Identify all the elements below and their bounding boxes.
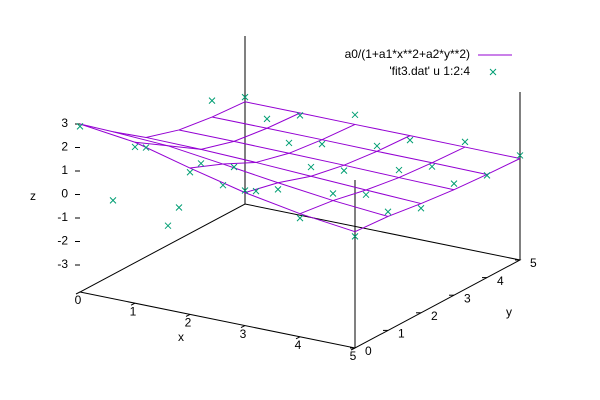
data-point: [296, 111, 304, 119]
y-tick-label: 0: [365, 344, 372, 358]
data-point: [516, 152, 524, 159]
surface-line: [211, 116, 488, 175]
z-tick-label: -3: [57, 257, 68, 271]
x-tick-label: 3: [240, 327, 247, 341]
surface-line: [189, 123, 356, 169]
x-tick-label: 0: [75, 293, 82, 307]
y-tick-label: 3: [464, 291, 471, 305]
data-point: [318, 140, 326, 148]
surface-line: [178, 129, 455, 191]
data-point: [373, 142, 381, 150]
surface-line: [299, 146, 466, 215]
x-tick: [240, 325, 246, 329]
x-tick: [295, 336, 301, 340]
data-point: [362, 191, 370, 199]
data-point: [417, 204, 425, 212]
z-tick-label: 3: [61, 116, 68, 130]
data-point: [175, 204, 183, 211]
surface-line: [79, 101, 246, 138]
x-tick: [130, 302, 136, 306]
z-tick-label: 2: [61, 140, 68, 154]
data-point: [164, 222, 172, 230]
data-point: [131, 143, 139, 151]
surface-line: [79, 123, 356, 233]
x-tick-label: 1: [130, 304, 137, 318]
data-point: [186, 168, 194, 176]
data-point: [307, 163, 315, 171]
data-point: [428, 163, 436, 170]
z-axis-label: z: [30, 189, 36, 203]
data-point: [351, 111, 359, 119]
y-tick-label: 4: [497, 274, 504, 288]
z-tick-label: -2: [57, 234, 68, 248]
y-tick-label: 2: [431, 309, 438, 323]
data-point: [406, 136, 414, 144]
y-tick-label: 1: [398, 327, 405, 341]
data-point: [395, 166, 403, 174]
surface-line: [244, 135, 411, 194]
data-point: [461, 138, 469, 146]
x-tick: [185, 313, 191, 317]
base-border: [78, 203, 522, 349]
x-tick-label: 5: [350, 349, 357, 363]
x-axis-label: x: [178, 330, 184, 344]
data-point: [219, 181, 227, 189]
surface-line: [145, 136, 422, 205]
data-point: [241, 93, 249, 101]
data-point: [384, 208, 392, 216]
data-point: [351, 233, 359, 240]
data-point: [285, 139, 293, 147]
y-axis-label: y: [506, 305, 512, 319]
data-point: [208, 97, 216, 104]
surface-line: [134, 112, 301, 150]
x-tick: [75, 291, 81, 295]
data-point: [483, 172, 491, 179]
z-tick-label: 0: [61, 187, 68, 201]
data-point: [274, 185, 282, 193]
data-point: [252, 187, 260, 195]
data-point: [450, 180, 458, 187]
data-point: [340, 167, 348, 174]
data-point: [230, 163, 238, 171]
y-tick-label: 5: [530, 256, 537, 270]
legend-label: 'fit3.dat' u 1:2:4: [389, 64, 470, 78]
x-tick-label: 2: [185, 316, 192, 330]
data-point: [197, 160, 205, 167]
x-tick-label: 4: [295, 338, 302, 352]
data-point: [296, 214, 304, 222]
z-tick-label: 1: [61, 163, 68, 177]
data-point: [329, 190, 337, 197]
data-point: [142, 144, 150, 151]
surface-line: [112, 131, 389, 217]
data-point: [263, 115, 271, 123]
legend-marker: [489, 68, 497, 76]
surface-line: [244, 101, 521, 159]
surface-line: [354, 158, 521, 233]
z-tick-label: -1: [57, 210, 68, 224]
data-point: [76, 122, 84, 130]
data-point: [241, 187, 249, 194]
legend-label: a0/(1+a1*x**2+a2*y**2): [345, 47, 470, 61]
data-point: [109, 197, 117, 204]
